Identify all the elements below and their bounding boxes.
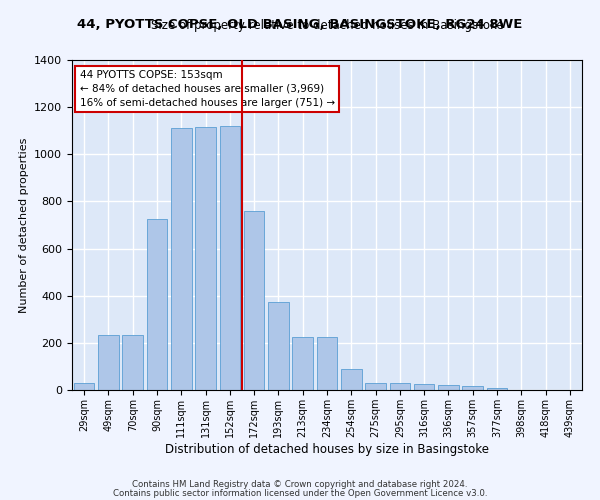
Bar <box>98 334 119 390</box>
Bar <box>122 334 143 390</box>
Bar <box>171 128 191 390</box>
Bar <box>414 384 434 390</box>
Bar <box>195 127 216 390</box>
Y-axis label: Number of detached properties: Number of detached properties <box>19 138 29 312</box>
Bar <box>146 219 167 390</box>
Text: Contains public sector information licensed under the Open Government Licence v3: Contains public sector information licen… <box>113 489 487 498</box>
Bar <box>268 302 289 390</box>
Bar <box>487 388 508 390</box>
Bar <box>244 211 265 390</box>
X-axis label: Distribution of detached houses by size in Basingstoke: Distribution of detached houses by size … <box>165 442 489 456</box>
Bar <box>317 337 337 390</box>
Bar <box>292 337 313 390</box>
Bar <box>220 126 240 390</box>
Bar <box>365 383 386 390</box>
Bar <box>341 369 362 390</box>
Bar <box>463 386 483 390</box>
Bar <box>438 386 459 390</box>
Text: 44 PYOTTS COPSE: 153sqm
← 84% of detached houses are smaller (3,969)
16% of semi: 44 PYOTTS COPSE: 153sqm ← 84% of detache… <box>80 70 335 108</box>
Bar <box>389 383 410 390</box>
Text: Contains HM Land Registry data © Crown copyright and database right 2024.: Contains HM Land Registry data © Crown c… <box>132 480 468 489</box>
Title: Size of property relative to detached houses in Basingstoke: Size of property relative to detached ho… <box>151 20 503 32</box>
Bar <box>74 383 94 390</box>
Text: 44, PYOTTS COPSE, OLD BASING, BASINGSTOKE, RG24 8WE: 44, PYOTTS COPSE, OLD BASING, BASINGSTOK… <box>77 18 523 30</box>
